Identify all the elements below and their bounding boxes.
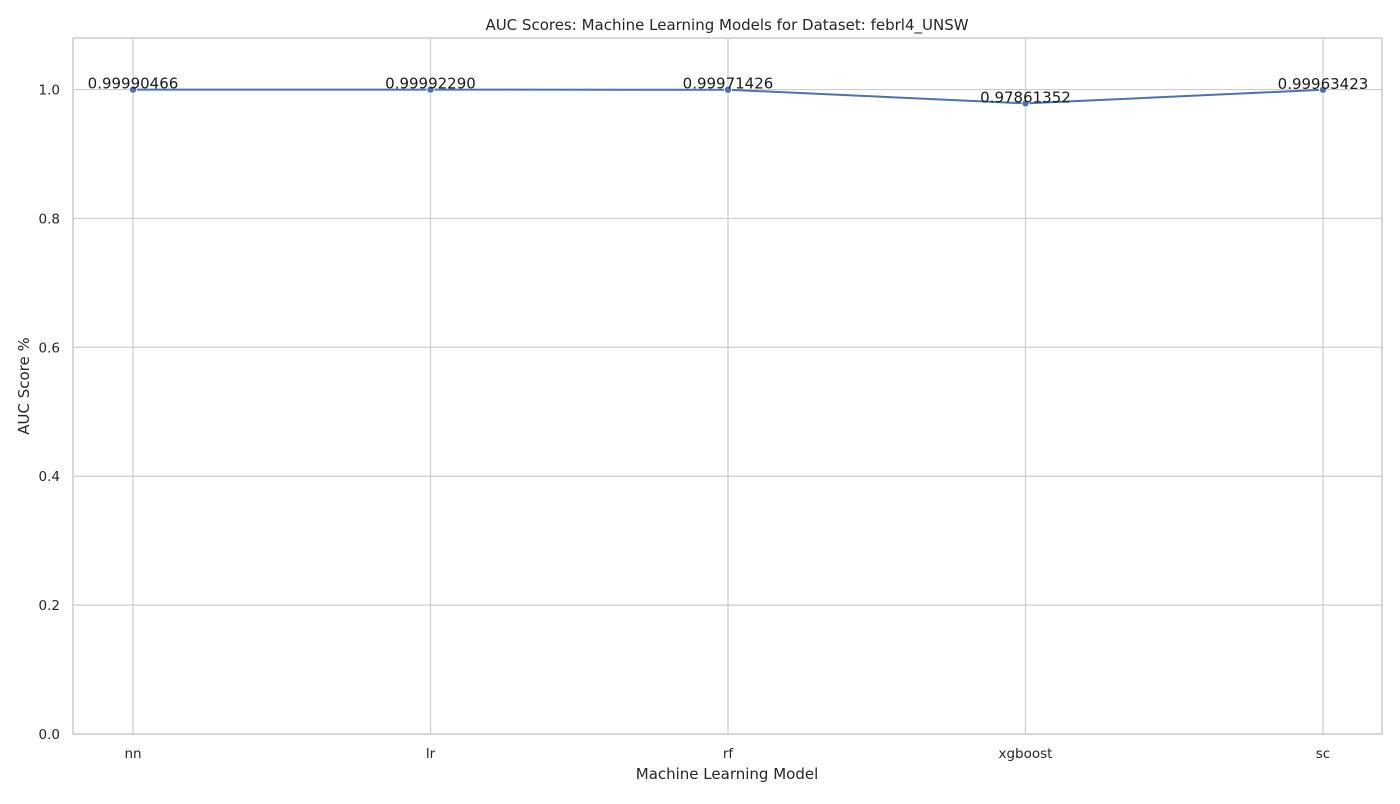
y-tick-label: 0.2 bbox=[39, 598, 60, 614]
label-layer: 0.99990466 0.99992290 0.99971426 0.97861352… bbox=[88, 75, 1369, 107]
grid-layer bbox=[73, 38, 1382, 735]
x-tick-label-sc: sc bbox=[1316, 746, 1330, 762]
x-tick-label-nn: nn bbox=[124, 746, 141, 762]
y-tick-label: 1.0 bbox=[39, 83, 60, 99]
data-point-xgboost bbox=[1021, 99, 1030, 108]
data-point-lr bbox=[426, 85, 435, 94]
data-label-sc: 0.99963423 bbox=[1278, 75, 1369, 93]
data-label-nn: 0.99990466 bbox=[88, 75, 179, 93]
x-tick-label-lr: lr bbox=[426, 746, 436, 762]
data-label-lr: 0.99992290 bbox=[385, 75, 476, 93]
chart-title: AUC Scores: Machine Learning Models for … bbox=[485, 16, 968, 35]
tick-layer: 0.0 0.2 0.4 0.6 0.8 1.0 nn lr rf xgboost sc bbox=[39, 83, 1331, 762]
data-label-rf: 0.99971426 bbox=[683, 75, 774, 93]
data-point-rf bbox=[724, 85, 733, 94]
x-tick-label-xgboost: xgboost bbox=[999, 746, 1053, 762]
y-tick-label: 0.8 bbox=[39, 211, 60, 227]
plot-frame bbox=[72, 37, 1383, 735]
x-tick-label-rf: rf bbox=[723, 746, 735, 762]
y-tick-label: 0.6 bbox=[39, 340, 60, 356]
x-axis-label: Machine Learning Model bbox=[636, 765, 818, 783]
y-tick-label: 0.0 bbox=[39, 727, 60, 743]
data-point-nn bbox=[128, 85, 137, 94]
data-label-xgboost: 0.97861352 bbox=[980, 88, 1071, 106]
y-tick-label: 0.4 bbox=[39, 469, 60, 485]
data-point-sc bbox=[1319, 85, 1328, 94]
series-layer bbox=[128, 85, 1328, 108]
y-axis-label: AUC Score % bbox=[15, 337, 33, 435]
